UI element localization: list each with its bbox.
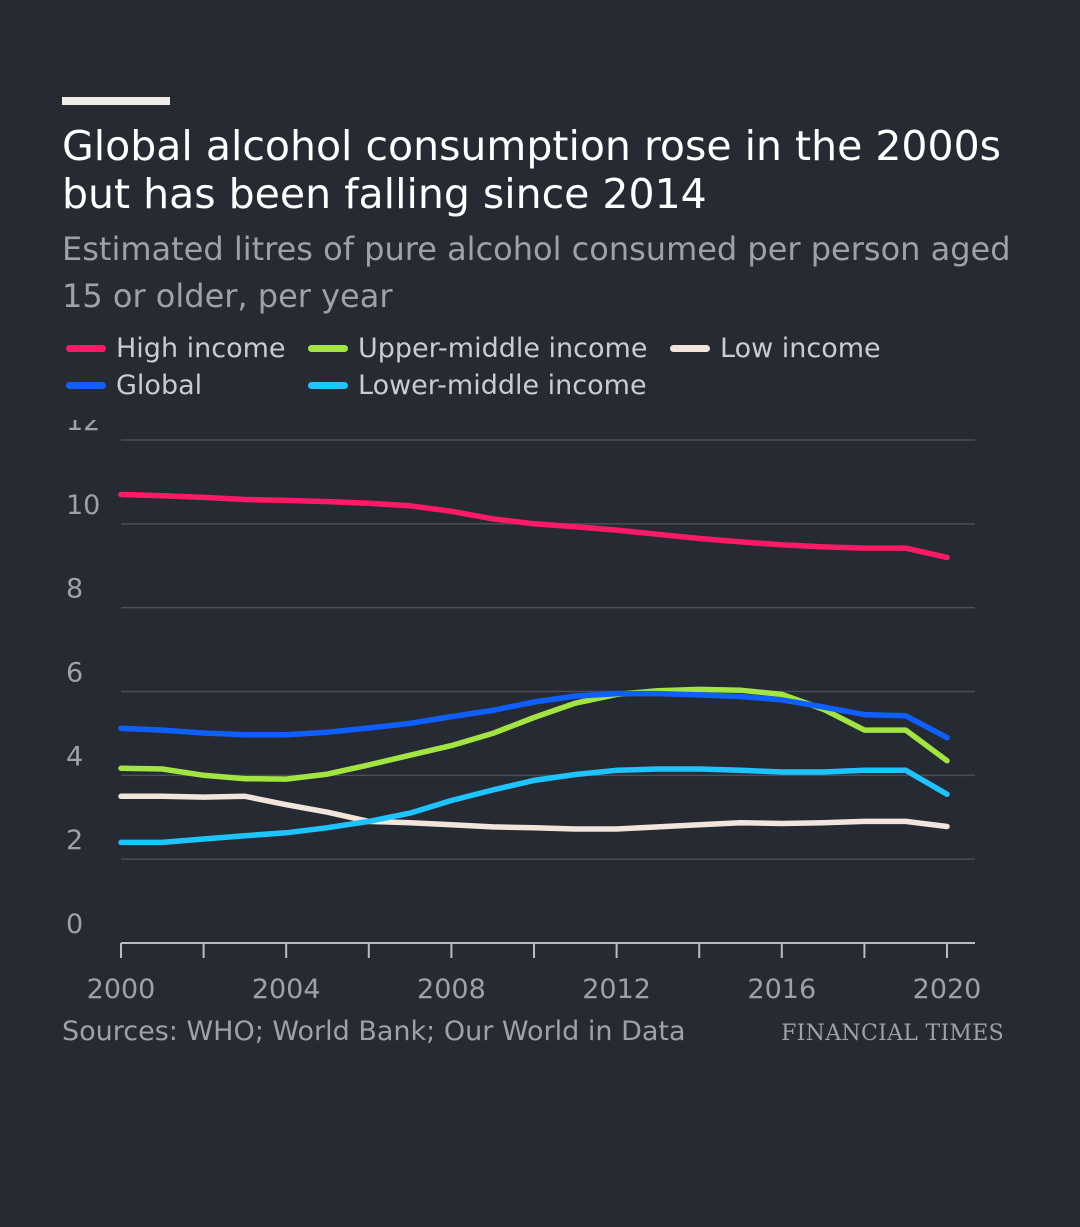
y-tick-label-8: 8 [66, 574, 83, 605]
x-tick-label-2020: 2020 [913, 974, 982, 1005]
legend-item-high-income: High income [66, 330, 286, 366]
legend-label-low-income: Low income [720, 332, 881, 364]
legend-label-lower-middle-income: Lower-middle income [358, 369, 647, 401]
x-tick-label-2008: 2008 [417, 974, 486, 1005]
legend-item-global: Global [66, 367, 202, 403]
legend-label-global: Global [116, 369, 203, 401]
y-tick-label-12: 12 [66, 420, 100, 437]
series-line-high-income [118, 491, 950, 561]
chart-title: Global alcohol consumption rose in the 2… [62, 122, 1002, 218]
series-line-global [118, 690, 950, 741]
y-tick-label-6: 6 [66, 658, 83, 689]
legend-swatch-high-income [66, 344, 106, 352]
legend-item-lower-middle-income: Lower-middle income [308, 367, 647, 403]
x-tick-label-2004: 2004 [252, 974, 321, 1005]
y-tick-label-4: 4 [66, 741, 83, 772]
legend-label-upper-middle-income: Upper-middle income [358, 332, 648, 364]
series-line-low-income [118, 793, 950, 832]
top-accent-rule [62, 97, 170, 105]
y-tick-labels: 0 2 4 6 8 10 12 [66, 420, 100, 940]
chart-legend: High income Upper-middle income Low inco… [66, 330, 1026, 410]
series-lines [118, 491, 950, 846]
x-tick-label-2016: 2016 [747, 974, 816, 1005]
line-chart: 0 2 4 6 8 10 12 2000 2004 2008 2012 2016 2020 [66, 420, 982, 1005]
source-note: Sources: WHO; World Bank; Our World in D… [62, 1016, 686, 1047]
y-tick-label-0: 0 [66, 909, 83, 940]
x-tick-label-2012: 2012 [582, 974, 651, 1005]
x-axis [120, 942, 975, 958]
legend-item-upper-middle-income: Upper-middle income [308, 330, 647, 366]
x-tick-label-2000: 2000 [87, 974, 156, 1005]
legend-label-high-income: High income [116, 332, 286, 364]
y-tick-label-10: 10 [66, 490, 100, 521]
y-tick-label-2: 2 [66, 825, 83, 856]
legend-item-low-income: Low income [670, 330, 881, 366]
legend-swatch-upper-middle-income [308, 344, 348, 352]
publisher-logo: FINANCIAL TIMES [781, 1021, 1004, 1046]
chart-subtitle: Estimated litres of pure alcohol consume… [62, 230, 1011, 315]
x-tick-labels: 2000 2004 2008 2012 2016 2020 [87, 974, 982, 1005]
series-line-lower-middle-income [118, 766, 950, 846]
legend-swatch-low-income [670, 344, 710, 352]
legend-swatch-global [66, 381, 106, 389]
legend-swatch-lower-middle-income [308, 381, 348, 389]
